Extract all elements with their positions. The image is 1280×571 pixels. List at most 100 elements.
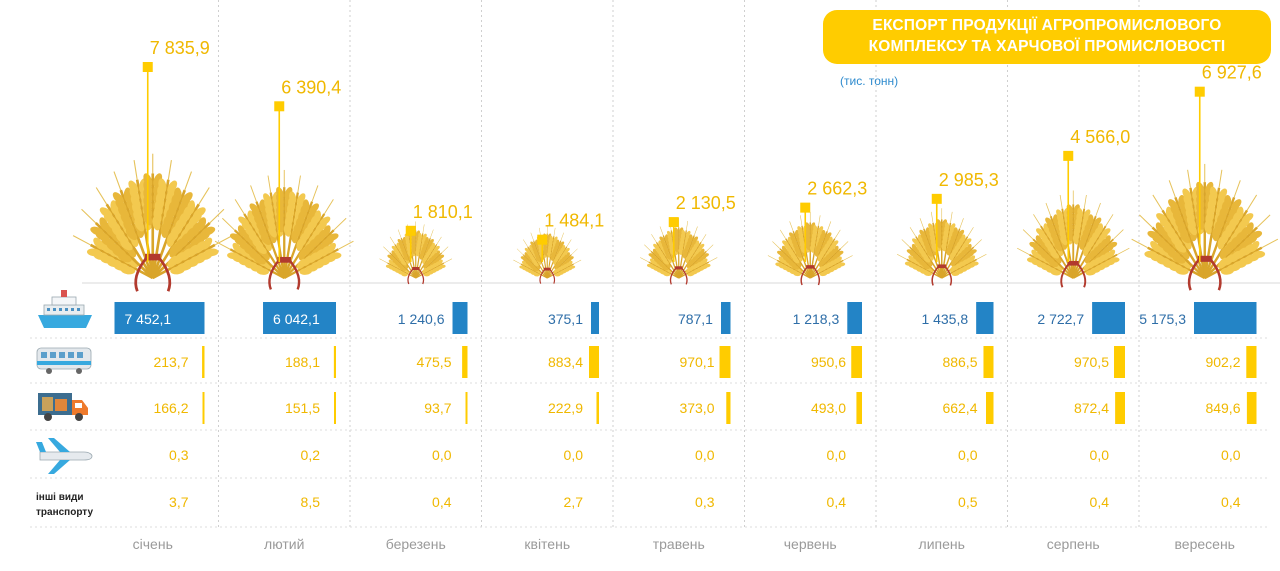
- rail-value-label: 970,1: [679, 354, 714, 370]
- month-label: серпень: [1047, 536, 1100, 552]
- road-value-label: 222,9: [548, 400, 583, 416]
- month-label: червень: [784, 536, 837, 552]
- total-label: 1 484,1: [544, 211, 604, 231]
- rail-value-label: 883,4: [548, 354, 583, 370]
- total-marker: [274, 101, 285, 112]
- rail-bar: [1114, 346, 1125, 378]
- air-value-label: 0,0: [1090, 447, 1110, 463]
- unit-label: (тис. тонн): [840, 74, 899, 88]
- rail-value-label: 188,1: [285, 354, 320, 370]
- total-marker: [800, 202, 811, 213]
- rail-value-label: 950,6: [811, 354, 846, 370]
- road-bar: [986, 392, 994, 424]
- chart-title: ЕКСПОРТ ПРОДУКЦІЇ АГРОПРОМИСЛОВОГО КОМПЛ…: [823, 10, 1271, 64]
- wheat-bouquet-icon: [640, 217, 718, 285]
- total-label: 6 927,6: [1202, 63, 1262, 83]
- sea-bar: [114, 302, 205, 334]
- month-label: липень: [919, 536, 965, 552]
- rail-bar: [1246, 346, 1257, 378]
- wheat-bouquet-icon: [379, 221, 453, 285]
- rail-bar: [589, 346, 599, 378]
- other-value-label: 0,3: [695, 494, 715, 510]
- rail-bar: [983, 346, 994, 378]
- air-value-label: 0,0: [564, 447, 584, 463]
- road-value-label: 166,2: [153, 400, 188, 416]
- rail-bar: [462, 346, 468, 378]
- wheat-bouquet-icon: [1131, 163, 1279, 291]
- rail-bar: [202, 346, 205, 378]
- road-value-label: 93,7: [424, 400, 451, 416]
- wheat-bouquet-icon: [214, 169, 354, 290]
- total-label: 2 985,3: [939, 170, 999, 190]
- rail-bar: [333, 346, 336, 378]
- sea-bar: [263, 302, 336, 334]
- sea-value-label: 6 042,1: [273, 311, 320, 327]
- road-value-label: 662,4: [942, 400, 977, 416]
- sea-value-label: 5 175,3: [1139, 311, 1186, 327]
- other-value-label: 0,4: [1221, 494, 1241, 510]
- sea-bar: [591, 302, 599, 334]
- sea-value-label: 375,1: [548, 311, 583, 327]
- air-value-label: 0,0: [827, 447, 847, 463]
- rail-value-label: 970,5: [1074, 354, 1109, 370]
- total-marker: [1194, 86, 1205, 97]
- air-value-label: 0,3: [169, 447, 189, 463]
- rail-value-label: 213,7: [153, 354, 188, 370]
- air-value-label: 0,0: [695, 447, 715, 463]
- total-marker: [142, 62, 153, 72]
- road-bar: [465, 392, 468, 424]
- wheat-bouquet-icon: [896, 208, 987, 286]
- month-label: квітень: [524, 536, 570, 552]
- total-label: 2 662,3: [807, 179, 867, 199]
- total-label: 6 390,4: [281, 77, 341, 97]
- airplane-icon: [36, 438, 93, 474]
- other-value-label: 0,4: [432, 494, 452, 510]
- sea-value-label: 1 435,8: [921, 311, 968, 327]
- air-value-label: 0,0: [432, 447, 452, 463]
- other-value-label: 0,4: [1090, 494, 1110, 510]
- other-value-label: 2,7: [564, 494, 584, 510]
- sea-bar: [976, 302, 994, 334]
- train-icon: [36, 347, 92, 374]
- ship-icon: [38, 290, 92, 328]
- rail-value-label: 886,5: [942, 354, 977, 370]
- air-value-label: 0,0: [1221, 447, 1241, 463]
- other-value-label: 0,5: [958, 494, 978, 510]
- sea-value-label: 7 452,1: [125, 311, 172, 327]
- road-bar: [726, 392, 731, 424]
- truck-icon: [38, 393, 88, 421]
- other-value-label: 3,7: [169, 494, 189, 510]
- total-marker: [931, 193, 942, 204]
- road-bar: [1115, 392, 1125, 424]
- rail-value-label: 902,2: [1205, 354, 1240, 370]
- sea-value-label: 787,1: [678, 311, 713, 327]
- sea-value-label: 1 218,3: [793, 311, 840, 327]
- road-bar: [334, 392, 336, 424]
- road-value-label: 872,4: [1074, 400, 1109, 416]
- rail-value-label: 475,5: [416, 354, 451, 370]
- road-bar: [596, 392, 599, 424]
- air-value-label: 0,0: [958, 447, 978, 463]
- wheat-bouquet-icon: [72, 153, 233, 292]
- road-bar: [856, 392, 862, 424]
- road-bar: [1246, 392, 1257, 424]
- sea-value-label: 2 722,7: [1037, 311, 1084, 327]
- total-marker: [1063, 150, 1074, 161]
- air-value-label: 0,2: [301, 447, 321, 463]
- total-marker: [405, 225, 416, 236]
- month-label: березень: [386, 536, 446, 552]
- total-label: 4 566,0: [1070, 127, 1130, 147]
- sea-bar: [1092, 302, 1125, 334]
- road-value-label: 373,0: [679, 400, 714, 416]
- wheat-bouquet-icon: [513, 225, 582, 284]
- other-value-label: 8,5: [301, 494, 321, 510]
- sea-bar: [720, 302, 731, 334]
- sea-bar: [847, 302, 862, 334]
- total-marker: [537, 234, 548, 245]
- month-label: травень: [653, 536, 705, 552]
- total-marker: [668, 217, 679, 228]
- total-label: 2 130,5: [676, 193, 736, 213]
- other-value-label: 0,4: [827, 494, 847, 510]
- other-transport-label: інші види транспорту: [36, 492, 94, 518]
